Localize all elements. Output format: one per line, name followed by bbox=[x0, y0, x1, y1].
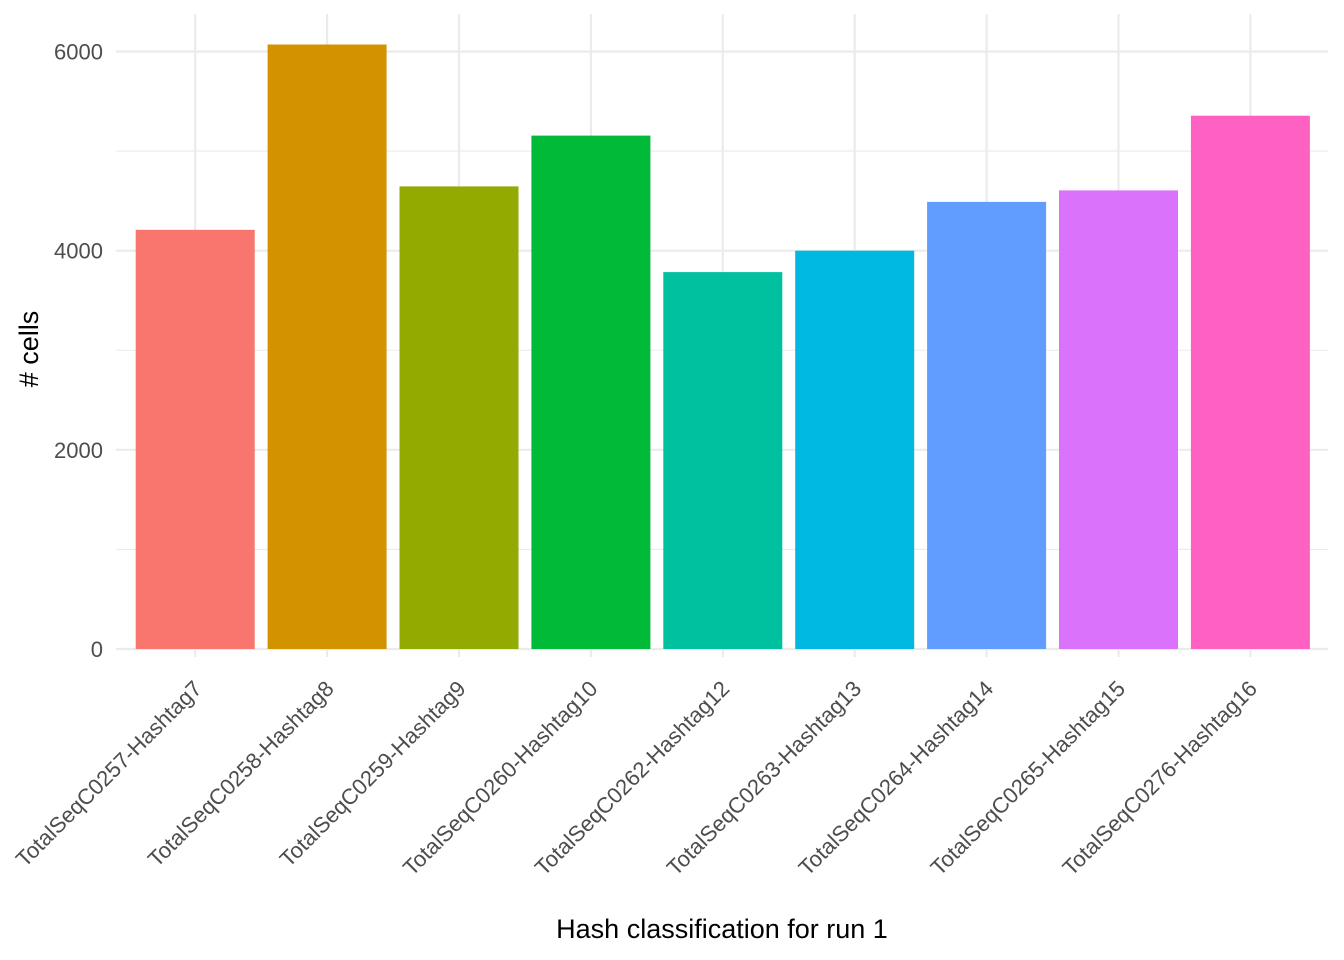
y-tick-label: 0 bbox=[91, 637, 103, 662]
y-axis-title: # cells bbox=[14, 311, 44, 388]
bar bbox=[1059, 190, 1178, 649]
y-tick-label: 2000 bbox=[54, 438, 103, 463]
y-tick-label: 4000 bbox=[54, 239, 103, 264]
bar bbox=[663, 272, 783, 649]
bar bbox=[531, 135, 651, 650]
bar bbox=[927, 201, 1047, 649]
bar bbox=[1190, 115, 1310, 649]
bar bbox=[267, 44, 387, 649]
y-axis-ticks: 0 2000 4000 6000 bbox=[54, 40, 103, 663]
bar bbox=[135, 229, 255, 650]
y-tick-label: 6000 bbox=[54, 40, 103, 65]
x-axis-ticks: TotalSeqC0257-Hashtag7TotalSeqC0258-Hash… bbox=[11, 676, 1262, 880]
bars bbox=[135, 44, 1310, 650]
x-axis-title: Hash classification for run 1 bbox=[556, 914, 888, 944]
bar bbox=[795, 250, 915, 649]
bar bbox=[399, 186, 519, 649]
